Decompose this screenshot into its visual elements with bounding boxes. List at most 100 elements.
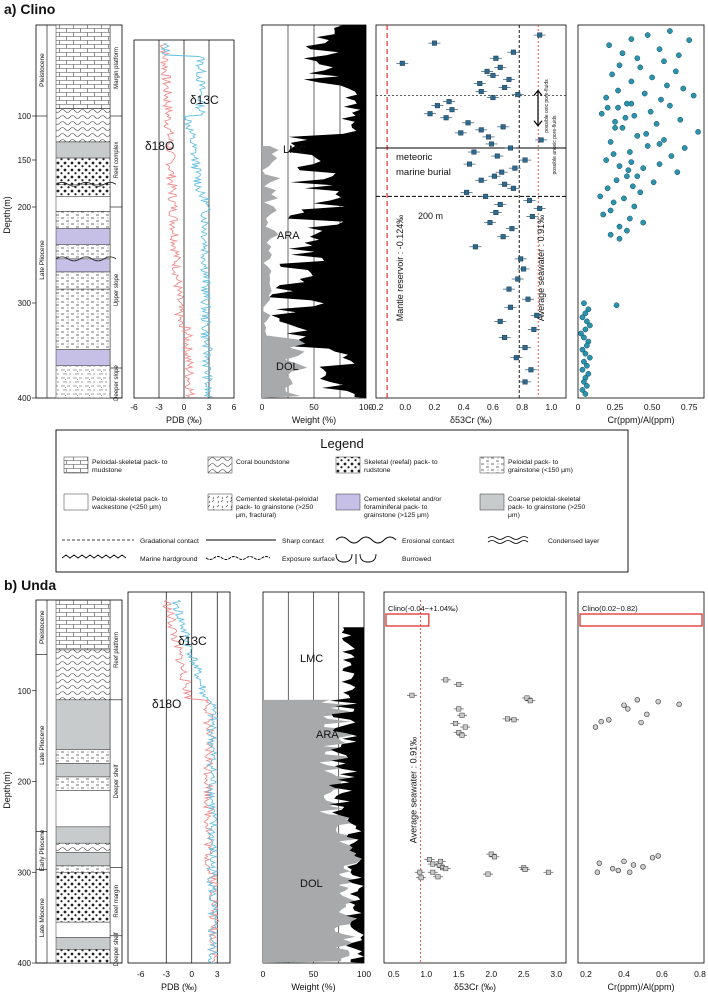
cr-data-point [418, 875, 424, 881]
lithology-unit [55, 365, 111, 399]
cr-tick-label: -0.2 [369, 402, 384, 412]
legend-box: Legend Peloidal-skeletal pack- to mudstone… [55, 429, 629, 573]
ratio-data-point [609, 71, 615, 78]
d18o-label: δ18O [145, 139, 174, 153]
depth-tick-label: 100 [18, 687, 32, 696]
ratio-data-point [628, 100, 635, 107]
lithology-unit [55, 196, 111, 212]
cr-axis-label: δ53Cr (‰) [454, 982, 496, 992]
ratio-data-point [686, 37, 693, 43]
cr-data-point [506, 76, 512, 82]
cr-tick-label: 0.0 [399, 402, 411, 412]
lithology-unit [55, 842, 111, 853]
cr-data-point [502, 85, 508, 91]
cr-data-point [478, 89, 484, 95]
ratio-data-point [664, 82, 670, 89]
d13c-label: δ13C [190, 93, 219, 107]
age-label-pleistocene: Pleistocene [39, 53, 46, 87]
ratio-tick-label: 0.2 [580, 969, 592, 979]
legend-swatch [479, 493, 505, 511]
ratio-data-point [579, 366, 586, 373]
legend-swatch [207, 493, 233, 511]
ratio-data-point [628, 159, 635, 165]
legend-swatch [335, 456, 361, 474]
cr-data-point [526, 197, 532, 203]
cr-data-point [438, 858, 444, 864]
depth-tick-label: 200 [18, 203, 32, 212]
depth-tick-label: 200 [18, 778, 32, 787]
age-label: Pleistocene [39, 610, 46, 644]
ratio-data-point [592, 724, 599, 730]
legend-contact-label: Sharp contact [282, 538, 324, 545]
cr-data-point [453, 720, 458, 726]
ratio-plot-frame [577, 24, 705, 399]
cr-data-point [506, 286, 512, 292]
ratio-data-point [621, 858, 627, 865]
cr-data-point [488, 851, 494, 857]
weight-tick-label: 100 [357, 969, 371, 979]
ratio-data-point [656, 141, 663, 147]
ratio-data-point [615, 867, 621, 874]
cr-plot-frame [375, 24, 567, 399]
oxic-fluids-label: possible oxic pore-fluids [544, 79, 550, 133]
ratio-data-point [616, 163, 623, 169]
cr-data-point [510, 49, 516, 55]
ratio-data-point [615, 104, 621, 111]
depth-tick-label: 300 [18, 299, 32, 308]
cr-data-point [409, 692, 415, 698]
cr-data-point [456, 730, 462, 735]
ratio-data-point [619, 50, 626, 57]
ratio-data-point [604, 104, 611, 111]
weight-tick-label: 100 [359, 402, 373, 412]
ratio-data-point [615, 87, 621, 94]
depth-tick-label: 150 [18, 156, 32, 165]
legend-title: Legend [320, 436, 363, 451]
ratio-data-point [625, 706, 631, 712]
ratio-data-point [641, 90, 648, 97]
pdb-tick-label: 3 [215, 969, 220, 979]
facies-zone-label: Deeper shelf [114, 764, 120, 798]
cr-data-point [534, 312, 540, 318]
panel-a: a) ClinoDepth(m)100150200300400Pleistoce… [2, 1, 705, 425]
ratio-data-point [621, 702, 627, 708]
depth-tick-label: 400 [18, 959, 32, 968]
legend-facies-label: Coral boundstone [236, 459, 290, 466]
lithology-unit [55, 649, 111, 701]
ratio-data-point [584, 342, 590, 349]
cr-data-point [513, 355, 519, 361]
pdb-tick-label: 6 [232, 402, 237, 412]
cr-data-point [456, 681, 462, 687]
ratio-data-point [579, 314, 586, 321]
ratio-data-point [626, 869, 633, 875]
cr-tick-label: 2.5 [518, 969, 530, 979]
ratio-axis-label: Cr(ppm)/Al(ppm) [607, 415, 674, 425]
cr-data-point [493, 55, 499, 61]
pdb-tick-label: -3 [155, 402, 163, 412]
ratio-data-point [604, 185, 611, 192]
anoxic-fluids-label: possible anoxic pore-fluids [552, 115, 558, 174]
cr-data-point [507, 304, 513, 310]
erosional-contact-symbol [335, 536, 397, 544]
mantle-reservoir-label: Mantle reservoir : -0.124‰ [395, 215, 405, 322]
ratio-data-point [584, 362, 590, 369]
ratio-data-point [609, 865, 616, 872]
cr-data-point [525, 296, 531, 302]
cr-data-point [443, 115, 449, 121]
hardground-line [55, 256, 117, 262]
cr-data-point [527, 698, 533, 704]
ratio-data-point [579, 387, 586, 393]
ratio-data-point [674, 169, 681, 176]
lithology-unit [55, 872, 111, 923]
legend-contact-label: Burrowed [402, 556, 431, 563]
ratio-data-point [649, 74, 655, 81]
cr-data-point [417, 869, 423, 875]
ratio-data-point [661, 137, 667, 143]
ara-label: ARA [277, 230, 300, 242]
ratio-data-point [584, 318, 590, 325]
cr-data-point [502, 335, 508, 341]
cr-data-point [491, 173, 497, 179]
ratio-data-point [625, 167, 632, 174]
ratio-data-point [581, 300, 587, 307]
ratio-data-point [695, 129, 701, 135]
dol-area [263, 699, 362, 963]
